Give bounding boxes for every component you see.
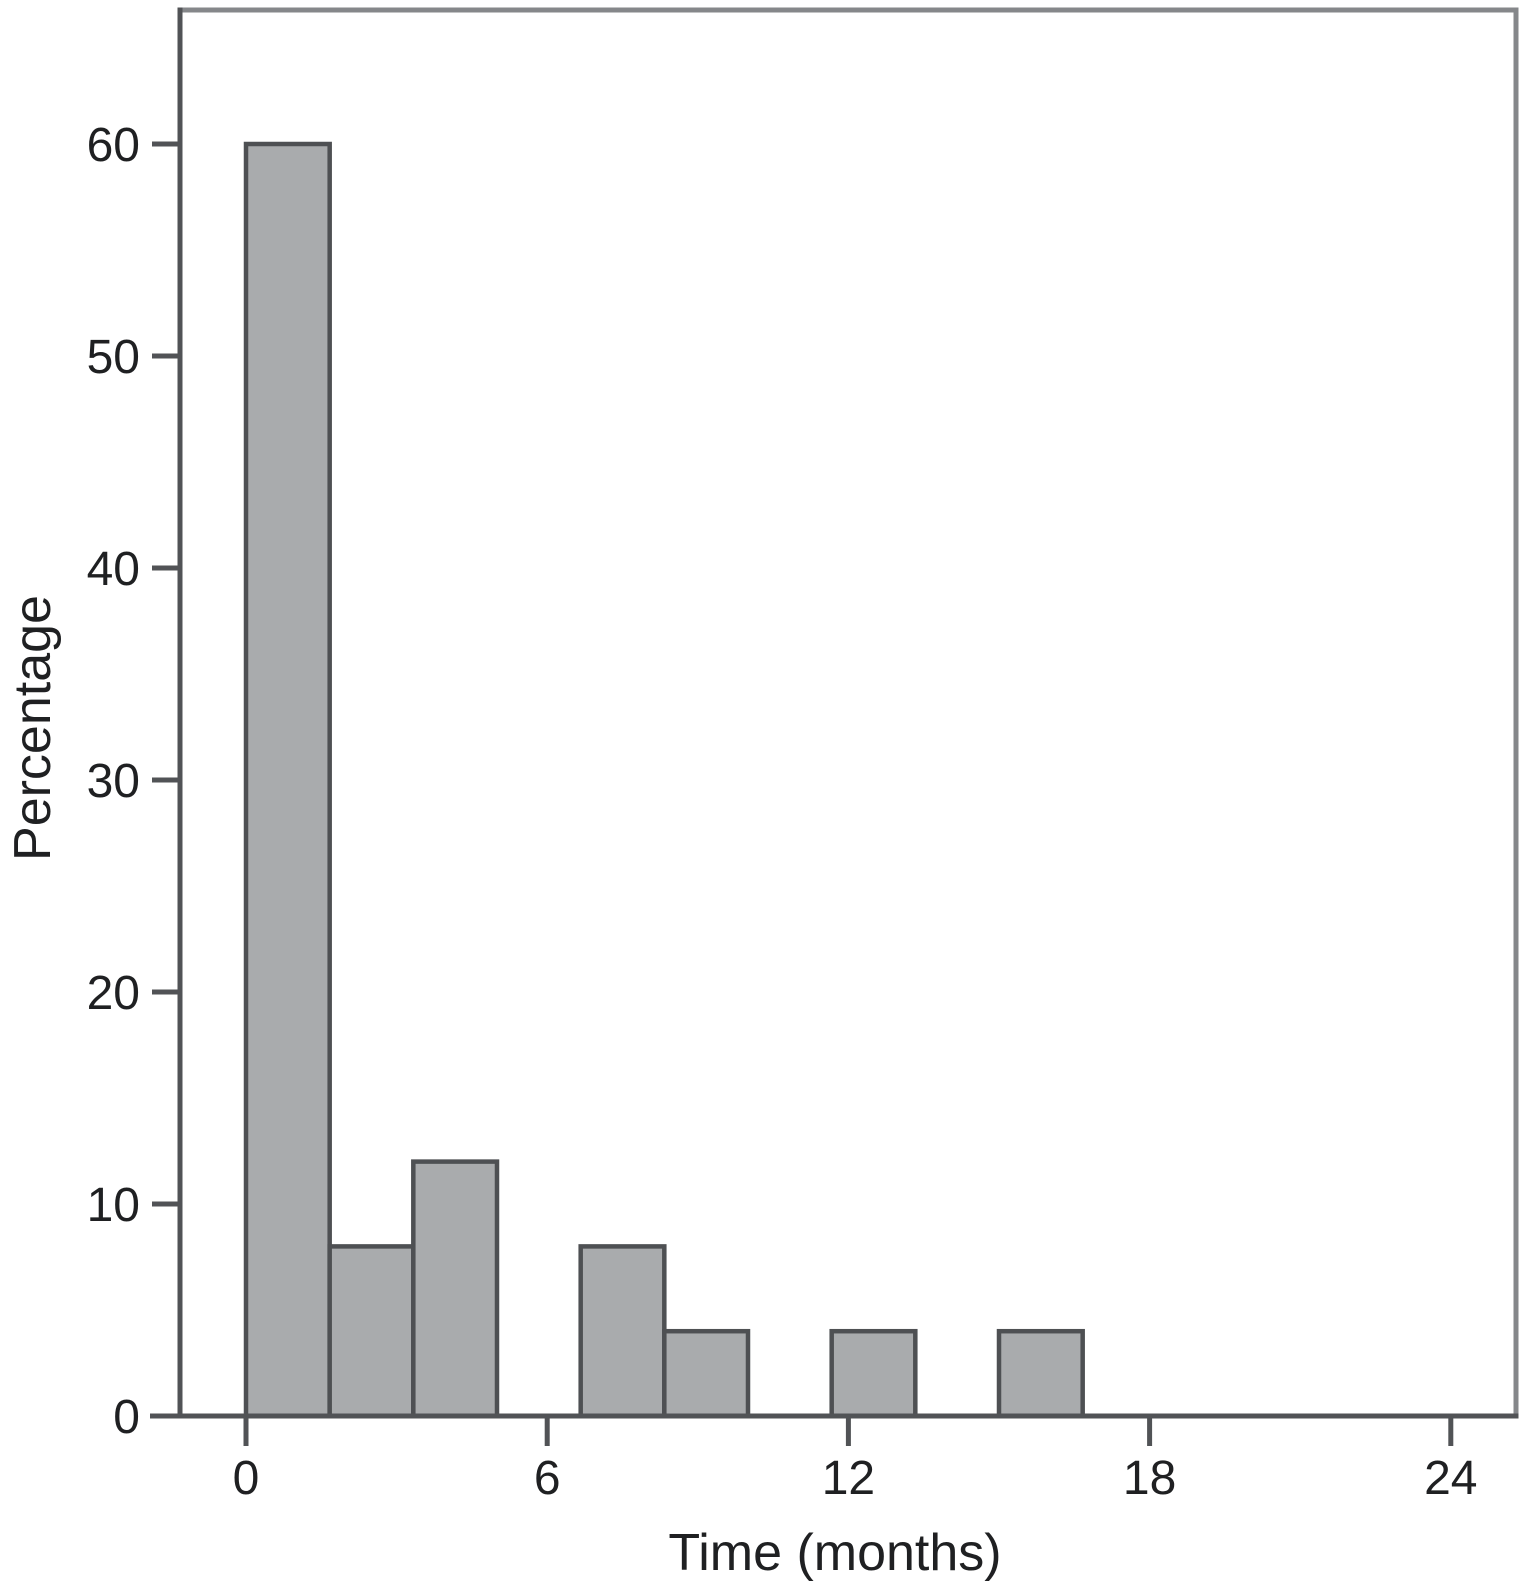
y-tick-label: 40 bbox=[87, 543, 140, 596]
histogram-bar bbox=[996, 1328, 1085, 1419]
histogram-bar bbox=[662, 1328, 751, 1419]
histogram-bar bbox=[578, 1244, 667, 1419]
axes-layer bbox=[150, 7, 1519, 1419]
x-tick-label: 12 bbox=[822, 1452, 875, 1505]
x-tick-label: 18 bbox=[1123, 1452, 1176, 1505]
y-tick-label: 10 bbox=[87, 1179, 140, 1232]
tick-labels-layer: 0 10 20 30 40 50 60 0 6 12 18 24 bbox=[87, 119, 1478, 1505]
x-tick-label: 24 bbox=[1424, 1452, 1477, 1505]
y-tick-label: 0 bbox=[113, 1391, 140, 1444]
ticks-layer bbox=[152, 141, 1454, 1446]
y-tick-label: 30 bbox=[87, 755, 140, 808]
histogram-bar bbox=[829, 1328, 918, 1419]
bars-layer bbox=[243, 141, 1085, 1419]
histogram-bar bbox=[411, 1159, 500, 1419]
y-axis-title: Percentage bbox=[4, 595, 62, 861]
x-tick-label: 0 bbox=[233, 1452, 260, 1505]
x-axis-title: Time (months) bbox=[668, 1524, 1001, 1582]
histogram-bar bbox=[243, 141, 332, 1419]
y-tick-label: 50 bbox=[87, 331, 140, 384]
y-tick-label: 20 bbox=[87, 967, 140, 1020]
plot-frame bbox=[180, 7, 1519, 1419]
x-tick-label: 6 bbox=[534, 1452, 561, 1505]
y-tick-label: 60 bbox=[87, 119, 140, 172]
histogram-bar bbox=[327, 1244, 416, 1419]
